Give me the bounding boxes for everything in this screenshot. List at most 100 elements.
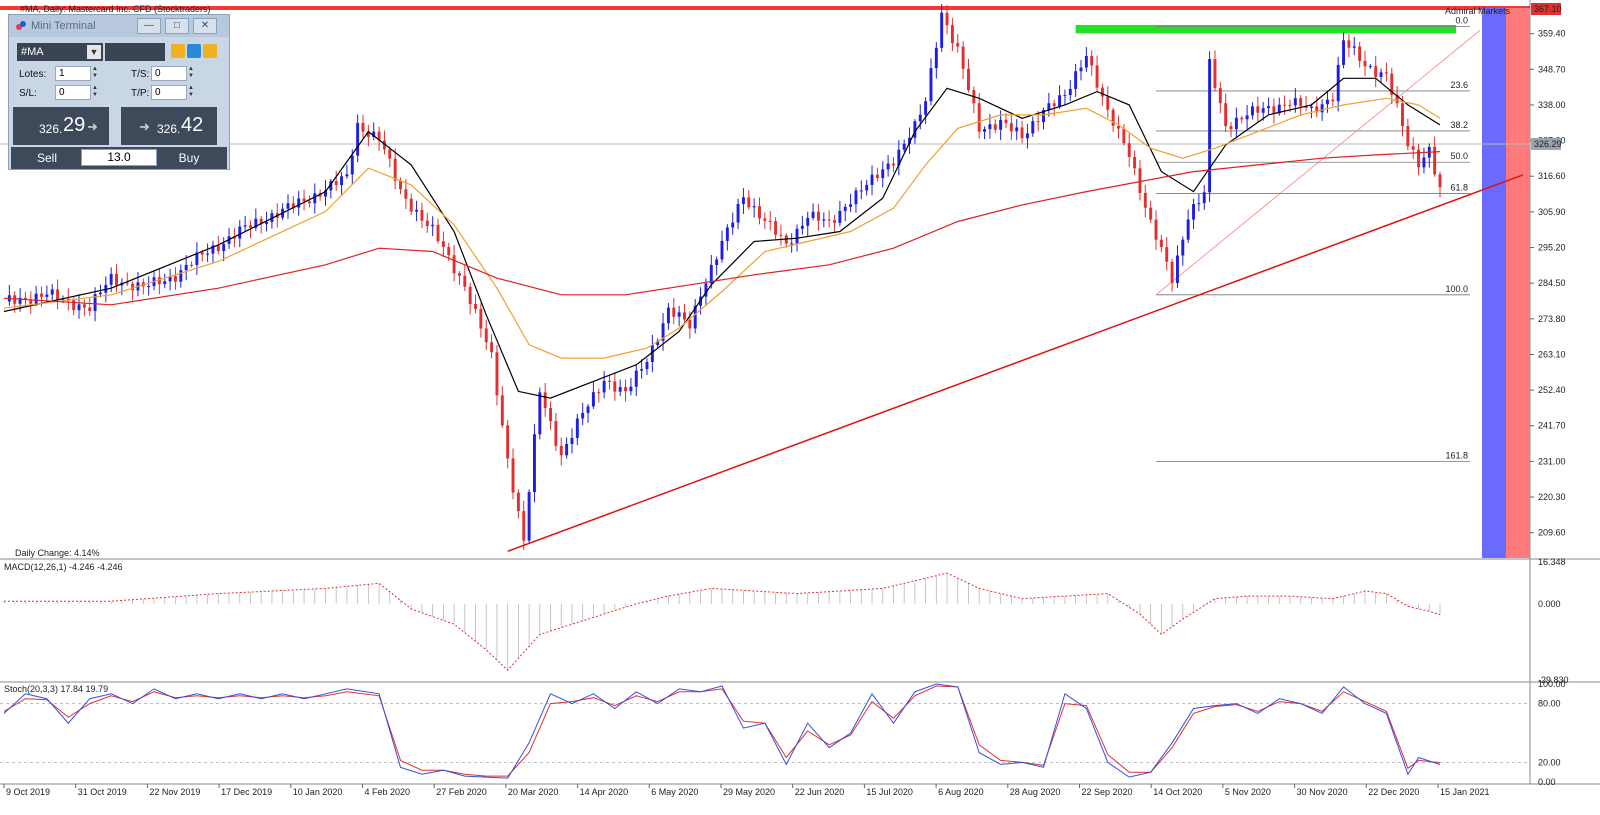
candle-body (720, 240, 724, 260)
price-tick-label-14: 209.60 (1538, 528, 1566, 538)
candle-body (1117, 125, 1120, 129)
window-icon[interactable] (203, 44, 217, 58)
candle-body (1352, 46, 1356, 48)
candle-body (543, 392, 547, 409)
buy-button[interactable]: Buy (178, 151, 200, 165)
time-tick-label-8: 14 Apr 2020 (580, 787, 629, 797)
candle-body (190, 264, 194, 266)
candle-body (500, 395, 504, 426)
trendline-group[interactable] (507, 174, 1524, 553)
price-axis: 359.40348.70338.00327.30316.60305.90295.… (1530, 3, 1566, 538)
candle-body (870, 174, 874, 185)
sl-input[interactable]: 0 (55, 85, 91, 100)
sl-stepper[interactable]: ▲ ▼ (92, 85, 98, 98)
candle-body (865, 184, 869, 191)
candle-body (1218, 88, 1222, 104)
candle-body (1100, 87, 1104, 97)
time-tick-label-2: 22 Nov 2019 (149, 787, 200, 797)
restore-icon[interactable]: □ (165, 18, 189, 34)
symbol-value: #MA (21, 46, 44, 58)
sell-price-box[interactable]: 326. 29 ➜ (13, 107, 109, 145)
candle-body (1245, 115, 1249, 120)
time-tick-label-18: 30 Nov 2020 (1297, 787, 1348, 797)
mini-terminal-title: Mini Terminal (31, 20, 96, 32)
close-icon[interactable]: ✕ (193, 18, 217, 34)
candle-body (1390, 73, 1394, 95)
candle-body (495, 352, 499, 396)
copy-icon[interactable] (171, 44, 185, 58)
candle-body (902, 143, 906, 150)
sell-button[interactable]: Sell (36, 151, 57, 165)
lot-size-input[interactable]: 13.0 (81, 149, 157, 166)
symbol-select[interactable]: #MA ▼ (17, 43, 103, 61)
candle-body (1009, 123, 1013, 132)
candle-body (741, 197, 745, 205)
ts-stepper[interactable]: ▲ ▼ (188, 66, 194, 79)
candle-body (441, 241, 445, 247)
candle-body (238, 226, 242, 239)
candle-body (173, 276, 177, 282)
chart-title: #MA, Daily: Mastercard Inc. CFD (Stocktr… (20, 4, 211, 14)
stoch-tick-label-1: 80.00 (1538, 699, 1561, 709)
candle-body (56, 289, 60, 300)
candle-body (950, 25, 954, 44)
lots-input[interactable]: 1 (55, 66, 91, 81)
candle-body (297, 198, 301, 208)
time-tick-label-6: 27 Feb 2020 (436, 787, 487, 797)
candle-body (490, 342, 494, 353)
ts-input[interactable]: 0 (151, 66, 187, 81)
candle-body (382, 140, 386, 150)
candle-body (554, 421, 558, 446)
price-tick-label-4: 316.60 (1538, 171, 1566, 181)
fib-level-label-1: 23.6 (1450, 80, 1468, 90)
mini-terminal-logo-icon (16, 21, 26, 30)
top-price-line (0, 6, 1530, 10)
lots-stepper[interactable]: ▲ ▼ (92, 66, 98, 79)
candle-body (838, 210, 842, 223)
candle-body (1374, 66, 1378, 77)
candle-body (527, 492, 531, 541)
candle-body (1181, 239, 1185, 256)
candle-body (586, 406, 590, 413)
candle-body (163, 281, 167, 285)
candle-body (457, 273, 461, 276)
candle-body (1149, 207, 1153, 220)
candle-body (999, 119, 1003, 130)
lots-label: Lotes: (19, 69, 47, 80)
time-tick-label-10: 29 May 2020 (723, 787, 775, 797)
candle-body (34, 293, 38, 304)
price-tick-label-0: 359.40 (1538, 29, 1566, 39)
candle-body (206, 253, 210, 255)
stoch-tick-label-2: 20.00 (1538, 757, 1561, 767)
candle-body (891, 163, 895, 166)
tp-stepper[interactable]: ▲ ▼ (188, 85, 194, 98)
mini-terminal-titlebar[interactable]: Mini Terminal — □ ✕ (9, 15, 229, 37)
mini-terminal-window[interactable]: Mini Terminal — □ ✕ #MA ▼ Lotes: 1 ▲ ▼ T/… (8, 14, 230, 170)
candle-body (693, 305, 697, 329)
candle-body (1159, 239, 1163, 248)
candle-body (581, 412, 585, 419)
tp-input[interactable]: 0 (151, 85, 187, 100)
candle-body (1020, 127, 1024, 139)
chevron-down-icon[interactable]: ▼ (87, 45, 101, 59)
candle-body (747, 197, 751, 208)
candle-body (1074, 71, 1078, 89)
candle-body (1395, 94, 1399, 104)
candle-body (259, 218, 263, 224)
candle-body (1417, 149, 1421, 168)
fib-level-label-6: 161.8 (1445, 450, 1468, 460)
ts-label: T/S: (131, 69, 150, 80)
minimize-icon[interactable]: — (137, 18, 161, 34)
candle-body (940, 12, 944, 48)
candle-body (570, 437, 574, 444)
buy-price-box[interactable]: ➜ 326. 42 (121, 107, 217, 145)
stoch-tick-label-0: 100.00 (1538, 679, 1566, 689)
candle-body (854, 190, 858, 205)
time-tick-label-20: 15 Jan 2021 (1440, 787, 1490, 797)
candle-body (1090, 55, 1094, 66)
gear-icon[interactable] (187, 44, 201, 58)
candle-body (656, 340, 660, 345)
candle-body (956, 43, 960, 47)
candle-body (1293, 98, 1297, 106)
